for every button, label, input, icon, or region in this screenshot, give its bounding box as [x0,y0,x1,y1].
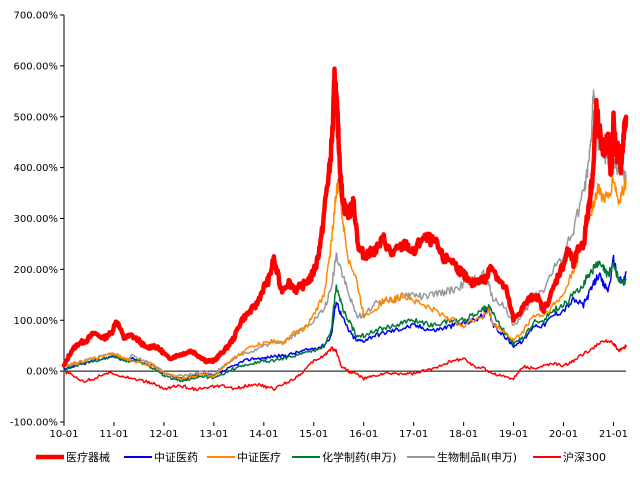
y-axis: -100.00% 0.00% 100.00% 200.00% 300.00% 400.00… [10,11,65,429]
x-tick-label: 13-01 [199,429,228,440]
y-tick-label: -100.00% [10,418,58,429]
x-tick-label: 21-01 [599,429,628,440]
x-tick-label: 18-01 [449,429,478,440]
series-line-3 [63,260,627,383]
x-tick-label: 14-01 [249,429,278,440]
x-tick-label: 10-01 [49,429,78,440]
y-tick-label: 700.00% [14,11,59,22]
y-tick-label: 600.00% [14,61,59,72]
x-tick-label: 11-01 [99,429,128,440]
x-tick-label: 16-01 [349,429,378,440]
y-tick-label: 300.00% [14,214,59,225]
series-line-2 [63,175,627,381]
series-line-5 [63,339,627,392]
x-tick-label: 19-01 [499,429,528,440]
x-tick-label: 17-01 [399,429,428,440]
legend-label: 中证医药 [154,451,198,464]
x-tick-label: 20-01 [549,429,578,440]
legend-label: 生物制品Ⅱ(申万) [437,450,517,464]
x-tick-label: 15-01 [299,429,328,440]
y-tick-label: 500.00% [14,112,59,123]
y-tick-label: 100.00% [14,316,59,327]
x-axis: 10-01 11-01 12-01 13-01 14-01 15-01 16-01 17-01… [49,370,628,440]
y-tick-label: 0.00% [26,367,58,378]
y-tick-label: 400.00% [14,163,59,174]
legend-label: 医疗器械 [66,450,110,464]
legend-label: 沪深300 [563,450,606,464]
y-tick-label: 200.00% [14,265,59,276]
legend-label: 化学制药(申万) [322,450,397,464]
series-layer [61,66,629,392]
legend: 医疗器械 中证医药 中证医疗 化学制药(申万) 生物制品Ⅱ(申万) 沪深300 [36,450,606,464]
x-tick-label: 12-01 [149,429,178,440]
series-line-0 [61,66,629,368]
series-line-1 [63,254,627,381]
legend-label: 中证医疗 [237,450,281,464]
